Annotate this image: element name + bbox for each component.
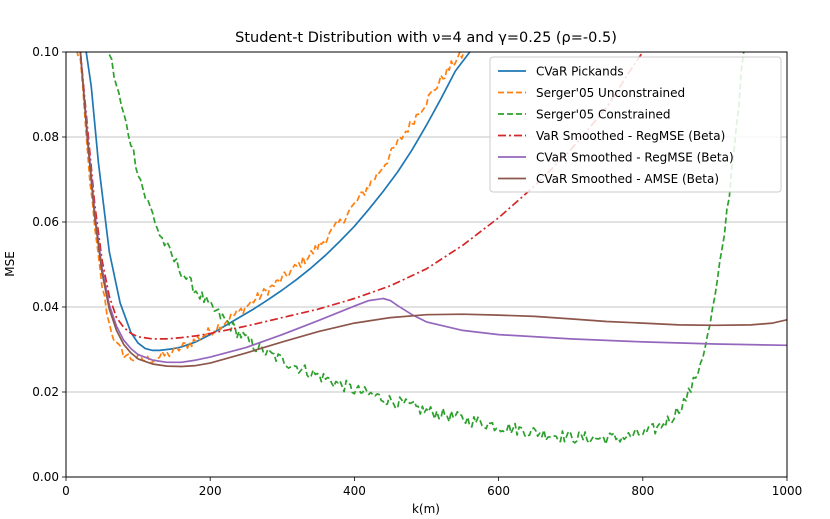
y-tick-label: 0.10: [32, 45, 59, 59]
series-line: [79, 52, 787, 368]
series-line: [85, 52, 471, 352]
tick-layer: 0.00 0.02 0.04 0.06 0.08 0.10 0 200 400 600 800 100…: [32, 45, 802, 498]
legend-box: [489, 56, 782, 193]
legend-label: Serger'05 Unconstrained: [536, 86, 685, 100]
y-tick-label: 0.06: [32, 215, 59, 229]
series-line: [79, 52, 644, 340]
series-layer: [76, 52, 787, 445]
legend-label: VaR Smoothed - RegMSE (Beta): [536, 129, 725, 143]
legend: CVaR Pickands Serger'05 Unconstrained Serg…: [489, 56, 782, 193]
y-axis-label: MSE: [3, 251, 17, 277]
legend-label: Serger'05 Constrained: [536, 108, 671, 122]
legend-label: CVaR Smoothed - RegMSE (Beta): [536, 151, 734, 165]
series-line: [108, 52, 745, 445]
y-tick-label: 0.02: [32, 385, 59, 399]
x-axis-label: k(m): [412, 502, 440, 516]
x-tick-label: 200: [199, 484, 222, 498]
y-tick-label: 0.00: [32, 470, 59, 484]
x-tick-label: 1000: [772, 484, 803, 498]
y-tick-label: 0.08: [32, 130, 59, 144]
x-tick-label: 800: [631, 484, 654, 498]
series-line: [79, 52, 787, 364]
plot-frame: [65, 51, 788, 478]
y-tick-label: 0.04: [32, 300, 59, 314]
legend-label: CVaR Pickands: [536, 65, 624, 79]
x-tick-label: 0: [62, 484, 70, 498]
x-tick-label: 600: [487, 484, 510, 498]
chart-title: Student-t Distribution with ν=4 and γ=0.…: [235, 30, 617, 46]
legend-label: CVaR Smoothed - AMSE (Beta): [536, 172, 719, 186]
x-tick-label: 400: [343, 484, 366, 498]
